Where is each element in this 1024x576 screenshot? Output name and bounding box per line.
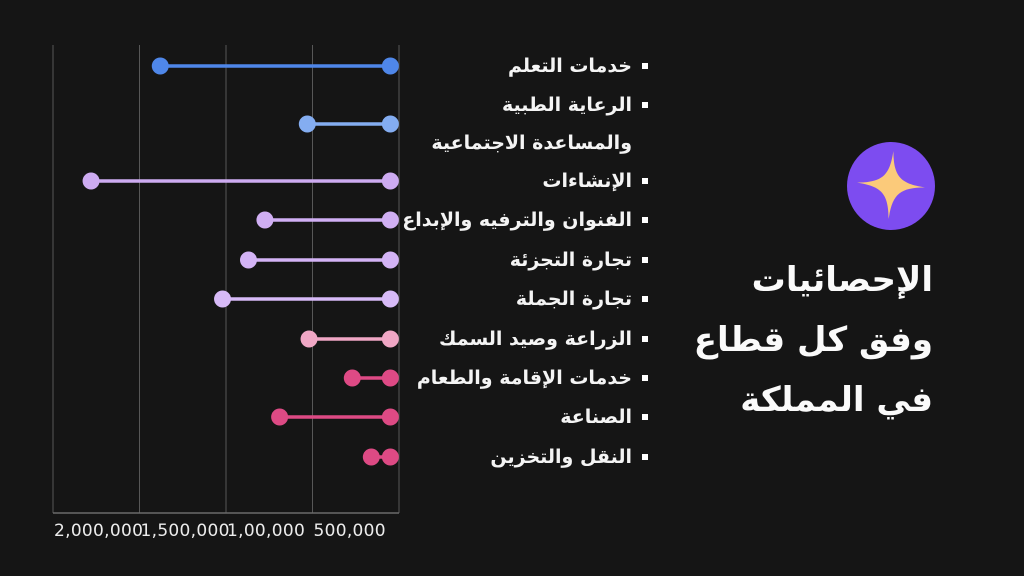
bullet-marker bbox=[642, 296, 648, 302]
bullet-marker bbox=[642, 63, 648, 69]
category-label: الفنوان والترفيه والإبداع bbox=[402, 209, 632, 231]
category-label: تجارة الجملة bbox=[515, 288, 632, 310]
slide-title-line-3: في المملكة bbox=[740, 380, 933, 420]
dumbbell-dot-start bbox=[214, 290, 232, 308]
bullet-marker bbox=[642, 336, 648, 342]
dumbbell-dot-start bbox=[256, 211, 274, 229]
dumbbell-dot-start bbox=[362, 448, 380, 466]
dumbbell-dot-end bbox=[381, 369, 399, 387]
category-label: الرعاية الطبية bbox=[501, 94, 632, 116]
sparkle-icon bbox=[857, 151, 925, 219]
dumbbell-dot-start bbox=[343, 369, 361, 387]
dumbbell-dot-start bbox=[298, 115, 316, 133]
category-label: تجارة التجزئة bbox=[509, 249, 632, 271]
bullet-marker bbox=[642, 102, 648, 108]
axis-tick-label: 1,500,000 bbox=[140, 521, 230, 541]
dumbbell-dot-start bbox=[271, 408, 289, 426]
category-label: الصناعة bbox=[560, 406, 632, 428]
dumbbell-dot-end bbox=[381, 57, 399, 75]
category-label: الزراعة وصيد السمك bbox=[439, 328, 632, 350]
dumbbell-dot-end bbox=[381, 290, 399, 308]
sparkle-badge bbox=[843, 138, 939, 234]
category-label: النقل والتخزين bbox=[490, 446, 632, 468]
dumbbell-dot-start bbox=[239, 251, 257, 269]
slide-title: الإحصائيات وفق كل قطاع في المملكة bbox=[694, 250, 933, 430]
axis-tick-label: 1,00,000 bbox=[227, 521, 306, 541]
bullet-marker bbox=[642, 414, 648, 420]
dumbbell-dot-end bbox=[381, 211, 399, 229]
bullet-marker bbox=[642, 375, 648, 381]
axis-tick-label: 2,000,000 bbox=[54, 521, 144, 541]
bullet-marker bbox=[642, 217, 648, 223]
slide-title-line-2: وفق كل قطاع bbox=[693, 320, 933, 360]
category-label: خدمات الإقامة والطعام bbox=[416, 367, 632, 389]
category-label: الإنشاءات bbox=[542, 170, 632, 192]
dumbbell-dot-end bbox=[381, 448, 399, 466]
category-label: خدمات التعلم bbox=[507, 55, 632, 77]
dumbbell-dot-start bbox=[151, 57, 169, 75]
dumbbell-dot-start bbox=[82, 172, 100, 190]
dumbbell-dot-start bbox=[300, 330, 318, 348]
dumbbell-dot-end bbox=[381, 115, 399, 133]
dumbbell-dot-end bbox=[381, 251, 399, 269]
bullet-marker bbox=[642, 178, 648, 184]
axis-tick-label: 500,000 bbox=[313, 521, 386, 541]
dumbbell-dot-end bbox=[381, 172, 399, 190]
bullet-marker bbox=[642, 257, 648, 263]
slide-title-line-1: الإحصائيات bbox=[751, 260, 933, 300]
bullet-marker bbox=[642, 454, 648, 460]
dumbbell-dot-end bbox=[381, 330, 399, 348]
dumbbell-dot-end bbox=[381, 408, 399, 426]
category-label: والمساعدة الاجتماعية bbox=[431, 132, 632, 154]
